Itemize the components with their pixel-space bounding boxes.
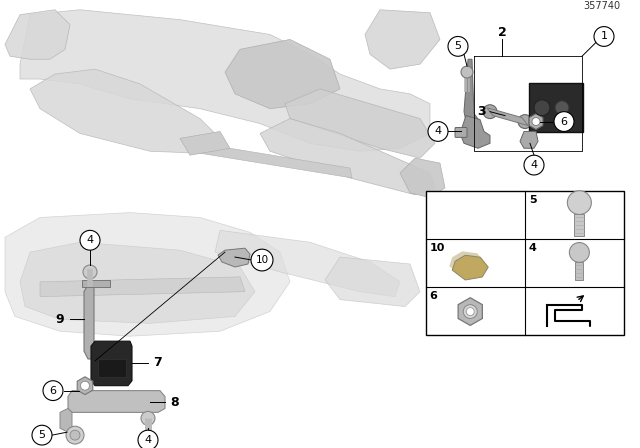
Text: 7: 7 [154, 357, 163, 370]
Circle shape [83, 265, 97, 279]
Polygon shape [68, 391, 165, 413]
Circle shape [532, 117, 540, 125]
Text: 10: 10 [429, 243, 445, 253]
Circle shape [80, 230, 100, 250]
Circle shape [570, 242, 589, 263]
Circle shape [524, 155, 544, 175]
Polygon shape [20, 10, 430, 151]
Polygon shape [218, 248, 250, 267]
Text: 2: 2 [498, 26, 506, 39]
Circle shape [555, 101, 569, 115]
Text: 6: 6 [561, 116, 568, 126]
Text: 10: 10 [255, 255, 269, 265]
Polygon shape [285, 89, 435, 158]
Circle shape [251, 249, 273, 271]
FancyBboxPatch shape [574, 215, 584, 236]
Bar [426, 191, 624, 335]
Circle shape [483, 105, 497, 119]
Circle shape [66, 426, 84, 444]
Circle shape [466, 308, 474, 315]
FancyBboxPatch shape [529, 83, 583, 133]
Text: 5: 5 [454, 41, 461, 52]
Text: 4: 4 [145, 435, 152, 445]
Text: 4: 4 [531, 160, 538, 170]
Text: 5: 5 [38, 430, 45, 440]
Polygon shape [60, 409, 72, 432]
Polygon shape [200, 143, 352, 178]
Circle shape [463, 305, 477, 319]
Circle shape [568, 191, 591, 215]
Circle shape [138, 430, 158, 448]
Text: 357740: 357740 [584, 1, 621, 12]
Polygon shape [325, 257, 420, 306]
Circle shape [554, 112, 574, 131]
Polygon shape [529, 114, 543, 129]
Polygon shape [30, 69, 220, 153]
Circle shape [461, 66, 473, 78]
Polygon shape [452, 255, 488, 280]
Circle shape [32, 425, 52, 445]
Text: 6: 6 [429, 291, 438, 301]
Polygon shape [180, 131, 230, 155]
Polygon shape [464, 59, 480, 125]
Polygon shape [487, 108, 528, 125]
Polygon shape [84, 285, 98, 359]
Circle shape [448, 36, 468, 56]
Text: 4: 4 [435, 126, 442, 137]
Circle shape [428, 121, 448, 141]
Polygon shape [77, 377, 93, 395]
FancyBboxPatch shape [575, 263, 584, 280]
Polygon shape [260, 119, 435, 195]
Circle shape [534, 100, 550, 116]
Polygon shape [215, 230, 400, 297]
Polygon shape [365, 10, 440, 69]
Polygon shape [460, 116, 490, 148]
Circle shape [518, 115, 532, 129]
Polygon shape [225, 39, 340, 109]
Text: 8: 8 [171, 396, 179, 409]
Circle shape [81, 381, 90, 390]
Polygon shape [40, 277, 245, 297]
Circle shape [594, 26, 614, 47]
Polygon shape [5, 212, 290, 336]
Text: 6: 6 [49, 386, 56, 396]
Polygon shape [82, 280, 110, 287]
Text: 1: 1 [600, 31, 607, 42]
Text: 3: 3 [477, 105, 486, 118]
Text: 4: 4 [529, 243, 537, 253]
Polygon shape [458, 298, 483, 325]
Text: 9: 9 [56, 313, 64, 326]
Polygon shape [400, 158, 445, 198]
Polygon shape [520, 131, 538, 148]
Polygon shape [20, 242, 255, 323]
Polygon shape [449, 251, 485, 276]
FancyBboxPatch shape [98, 359, 126, 377]
Text: 4: 4 [86, 235, 93, 245]
Circle shape [70, 430, 80, 440]
Circle shape [141, 411, 155, 425]
FancyBboxPatch shape [455, 128, 467, 138]
Polygon shape [5, 10, 70, 59]
Text: 5: 5 [529, 195, 536, 205]
Circle shape [43, 381, 63, 401]
Polygon shape [91, 341, 132, 386]
